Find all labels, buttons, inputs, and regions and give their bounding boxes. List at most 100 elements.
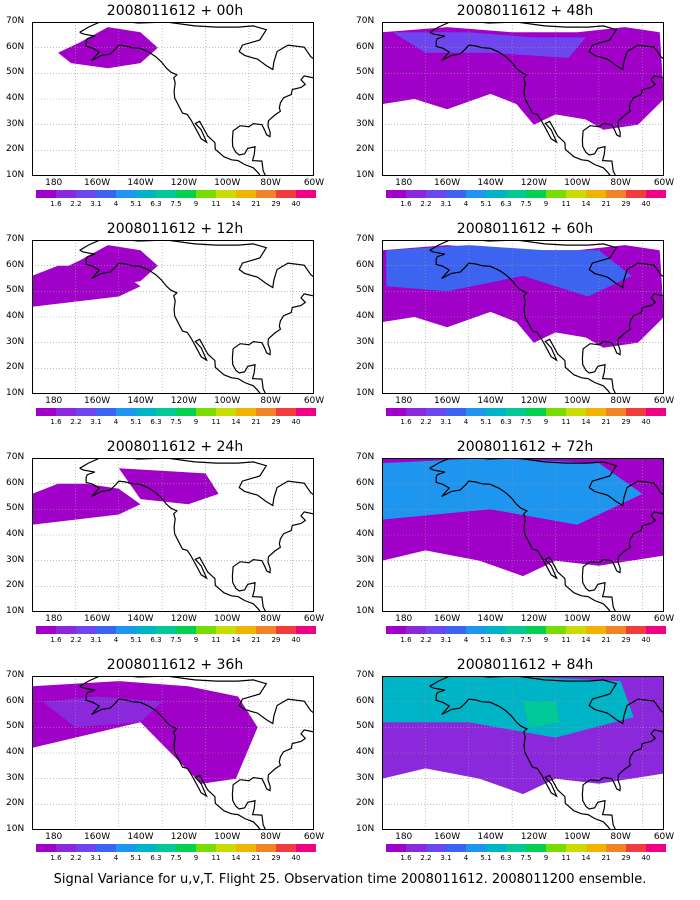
colorbar-swatch [116,844,136,852]
colorbar-swatch [236,844,256,852]
latitude-label: 50N [6,503,25,514]
colorbar-swatch [506,408,526,416]
colorbar-swatch [76,626,96,634]
longitude-label: 100W [214,614,241,624]
colorbar-swatch [626,408,646,416]
colorbar-label: 5.1 [480,200,492,208]
colorbar-swatch [76,408,96,416]
colorbar-label: 4 [113,854,119,862]
longitude-label: 120W [170,396,197,406]
colorbar-label: 2.2 [70,636,82,644]
variance-field [42,696,163,728]
colorbar-swatch [276,408,296,416]
latitude-label: 30N [6,554,25,565]
figure-caption: Signal Variance for u,v,T. Flight 25. Ob… [53,872,647,887]
colorbar-swatch [296,190,316,198]
colorbar-swatch [566,844,586,852]
variance-field [386,245,632,297]
longitude-label: 100W [564,178,591,188]
colorbar-label: 11 [561,418,571,426]
latitude-label: 70N [356,670,375,680]
colorbar-label: 29 [621,636,631,644]
coastline [429,458,664,612]
latitude-label: 60N [6,477,25,488]
colorbar-label: 7.5 [170,854,182,862]
colorbar-label: 2.2 [70,418,82,426]
colorbar-swatch [646,844,666,852]
colorbar-label: 4 [463,418,469,426]
colorbar-label: 2.2 [70,854,82,862]
colorbar-label: 21 [251,636,261,644]
colorbar-label: 21 [601,418,611,426]
colorbar-label: 2.2 [420,200,432,208]
longitude-label: 140W [477,396,504,406]
colorbar-label: 29 [621,200,631,208]
map-panel: 2008011612 + 72h 70N 60N 50N 40N 30N 20N 10N 180… [350,438,700,656]
colorbar-label: 4 [463,200,469,208]
longitude-label: 180 [395,396,413,406]
colorbar-swatch [526,626,546,634]
colorbar-label: 6.3 [150,636,162,644]
colorbar-label: 3.1 [440,636,452,644]
latitude-label: 40N [6,529,25,539]
colorbar-label: 4 [113,636,119,644]
longitude-label: 100W [214,396,241,406]
colorbar-swatch [176,626,196,634]
latitude-label: 50N [356,503,375,514]
longitude-label: 160W [434,614,461,624]
longitude-label: 140W [477,832,504,842]
colorbar-label: 11 [211,200,221,208]
colorbar-swatch [486,190,506,198]
colorbar-label: 6.3 [500,200,512,208]
colorbar-label: 14 [581,636,591,644]
latitude-label: 40N [6,93,25,103]
latitude-label: 70N [356,234,375,244]
colorbar-swatch [56,190,76,198]
colorbar [386,844,666,852]
colorbar-swatch [236,408,256,416]
longitude-label: 180 [45,832,63,842]
colorbar-label: 4 [113,200,119,208]
colorbar-swatch [96,190,116,198]
colorbar-swatch [296,626,316,634]
longitude-label: 180 [395,178,413,188]
variance-field [32,483,141,525]
colorbar-swatch [136,408,156,416]
colorbar-label: 6.3 [150,418,162,426]
longitude-label: 160W [434,178,461,188]
colorbar-swatch [586,626,606,634]
colorbar-swatch [606,844,626,852]
longitude-label: 120W [520,178,547,188]
colorbar-label: 4 [463,854,469,862]
colorbar-label: 1.6 [400,418,412,426]
colorbar [386,190,666,198]
colorbar-label: 40 [291,854,301,862]
latitude-label: 40N [356,93,375,103]
colorbar-swatch [466,190,486,198]
colorbar-swatch [606,190,626,198]
longitude-label: 140W [127,614,154,624]
colorbar-swatch [426,408,446,416]
latitude-label: 30N [356,336,375,347]
colorbar-label: 40 [291,200,301,208]
colorbar-label: 2.2 [70,200,82,208]
variance-field [382,676,634,738]
map-panel: 2008011612 + 36h 70N 60N 50N 40N 30N 20N 10N 180… [0,656,350,874]
colorbar-swatch [586,190,606,198]
colorbar-label: 7.5 [170,418,182,426]
variance-map [382,22,664,176]
longitude-label: 120W [170,178,197,188]
panel-title: 2008011612 + 72h [456,439,594,455]
colorbar-label: 4 [463,636,469,644]
colorbar-label: 14 [231,636,241,644]
colorbar-swatch [406,408,426,416]
coastline [429,22,664,176]
latitude-label: 20N [356,798,375,809]
longitude-label: 140W [127,178,154,188]
colorbar-swatch [646,626,666,634]
colorbar-swatch [506,190,526,198]
map-panel: 2008011612 + 60h 70N 60N 50N 40N 30N 20N 10N 180… [350,220,700,438]
colorbar-swatch [546,844,566,852]
colorbar-swatch [296,408,316,416]
colorbar-label: 3.1 [90,636,102,644]
